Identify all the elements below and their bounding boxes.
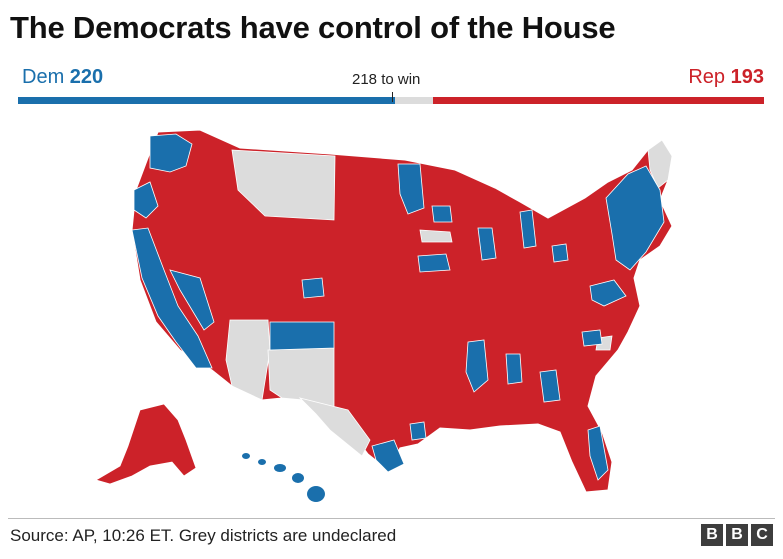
dem-oregon-coast	[133, 181, 159, 219]
rep-tally: Rep 193	[688, 66, 764, 89]
dem-ohio	[551, 243, 569, 263]
undeclared-iowa-part	[419, 229, 453, 243]
dem-california-coast	[131, 227, 213, 369]
undeclared-arizona	[225, 319, 271, 401]
dem-illinois-chicago	[477, 227, 497, 261]
dem-newmexico-north	[269, 321, 335, 351]
undeclared-districts	[225, 139, 673, 457]
dem-texas-south	[371, 439, 405, 473]
bbc-logo: B B C	[701, 524, 773, 546]
seat-bar	[18, 97, 764, 104]
dem-florida	[587, 425, 609, 481]
rep-party-label: Rep	[688, 66, 726, 88]
bbc-logo-letter-1: B	[701, 524, 723, 546]
hawaii-shape	[242, 453, 325, 502]
undeclared-texas-west	[298, 397, 371, 457]
hawaii-island-2	[258, 459, 266, 465]
dem-georgia	[539, 369, 561, 403]
hawaii-island-1	[242, 453, 250, 459]
hawaii-island-3	[274, 464, 286, 472]
dem-minnesota	[397, 163, 425, 215]
dem-virginia-dc	[589, 279, 627, 307]
hawaii-island-4	[292, 473, 304, 483]
alaska-shape	[94, 403, 197, 485]
footer-divider	[8, 518, 775, 519]
chart-title: The Democrats have control of the House	[10, 10, 616, 45]
dem-kansas-city	[417, 253, 451, 273]
undeclared-maine	[647, 139, 673, 189]
undeclared-newmexico	[267, 347, 335, 411]
dem-texas-houston	[409, 421, 427, 441]
dem-alabama	[505, 353, 523, 385]
dem-washington-west	[149, 133, 193, 173]
dem-northcarolina	[581, 329, 603, 347]
bbc-logo-letter-2: B	[726, 524, 748, 546]
us-district-map	[94, 129, 673, 502]
hawaii-island-5	[307, 486, 325, 502]
dem-seat-bar	[18, 97, 396, 104]
win-threshold-label: 218 to win	[352, 71, 421, 88]
dem-nevada	[169, 269, 215, 331]
source-note: Source: AP, 10:26 ET. Grey districts are…	[10, 526, 397, 545]
undeclared-montana	[231, 149, 336, 221]
dem-northeast	[605, 165, 665, 271]
rep-seat-bar	[433, 97, 764, 104]
dem-colorado	[301, 277, 325, 299]
bbc-logo-letter-3: C	[751, 524, 773, 546]
dem-districts	[131, 133, 665, 481]
dem-wisconsin	[431, 205, 453, 223]
dem-tally: Dem 220	[22, 66, 103, 89]
dem-michigan	[519, 209, 537, 249]
dem-party-label: Dem	[22, 66, 65, 88]
rep-seat-count: 193	[730, 66, 764, 88]
dem-mississippi	[465, 339, 489, 393]
win-threshold-tick	[391, 92, 393, 102]
dem-seat-count: 220	[69, 66, 104, 88]
